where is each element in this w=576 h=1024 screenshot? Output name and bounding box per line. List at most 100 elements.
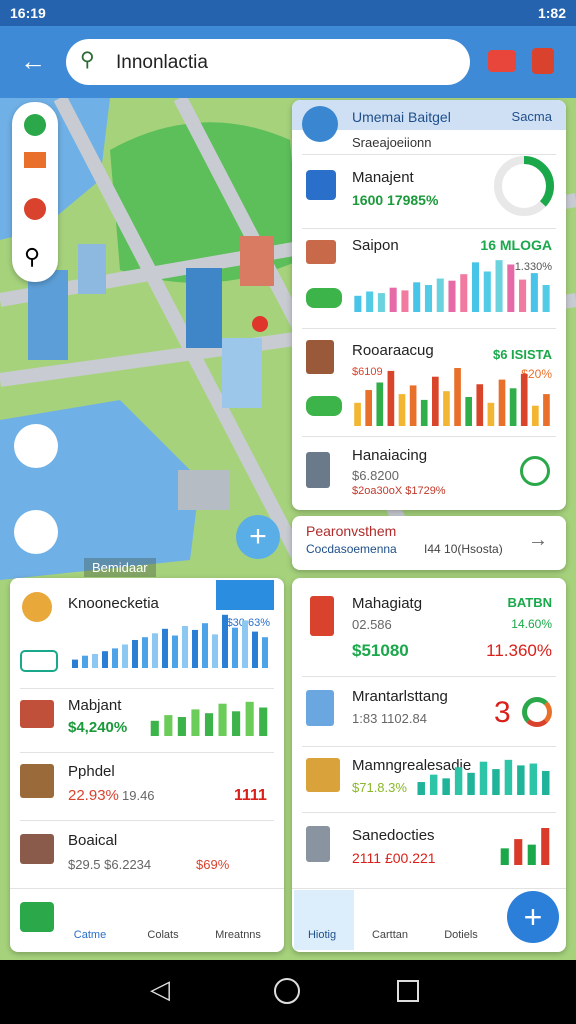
row-icon: [20, 764, 54, 798]
row-icon: [310, 596, 334, 636]
separator: [20, 688, 274, 689]
separator: [302, 746, 556, 747]
map-button[interactable]: [14, 424, 58, 468]
status-clock: 1:82: [537, 5, 566, 21]
panel-tab[interactable]: [216, 580, 274, 610]
panel-title: Umemai Baitgel: [352, 109, 451, 125]
tool-button[interactable]: [24, 198, 46, 220]
tool-button[interactable]: [24, 152, 46, 168]
nav-recents[interactable]: [397, 980, 419, 1002]
row-title: Pphdel: [68, 763, 115, 780]
row-note: 11.360%: [486, 641, 552, 660]
row-value: 1:83 1102.84: [352, 711, 427, 726]
panel-avatar: [302, 106, 338, 142]
building: [28, 270, 68, 360]
search-query[interactable]: Innonlactia: [116, 52, 208, 73]
row-title: Boaical: [68, 832, 118, 849]
row-icon: [306, 170, 336, 200]
add-button[interactable]: +: [236, 515, 280, 559]
row-title: Hanaiacing: [352, 447, 428, 464]
building: [78, 244, 106, 294]
row-extra: $6109: [352, 366, 383, 378]
back-button[interactable]: ←: [20, 46, 46, 76]
nav-back[interactable]: ◁: [150, 974, 170, 1004]
separator: [20, 752, 274, 753]
map-button[interactable]: [14, 510, 58, 554]
separator: [302, 676, 556, 677]
separator: [20, 820, 274, 821]
row-sub: $2oa30oX $1729%: [352, 485, 446, 497]
nav-item[interactable]: Colats: [147, 929, 179, 941]
search-box[interactable]: [66, 39, 470, 85]
ring-icon: [522, 697, 552, 727]
row-title: Mabjant: [68, 697, 122, 714]
status-time: 16:19: [10, 5, 46, 21]
row-icon: [306, 826, 330, 862]
separator: [292, 888, 566, 889]
flag-icon[interactable]: [488, 50, 516, 72]
building: [186, 268, 222, 348]
gauge-label: 37%: [506, 175, 542, 194]
banner[interactable]: [292, 516, 566, 570]
building: [178, 470, 230, 510]
banner-subtitle: Cocdasoemenna: [306, 542, 397, 556]
search-action[interactable]: [520, 456, 550, 486]
row-value: $51080: [352, 641, 409, 660]
tool-button[interactable]: [24, 114, 46, 136]
nav-home[interactable]: [20, 902, 54, 932]
row-icon: [306, 340, 334, 374]
row-badge: 3: [494, 696, 511, 729]
map-label: Bemidaar: [84, 558, 156, 577]
row-title: Knoonecketia: [68, 595, 159, 612]
row-title: Mahagiatg: [352, 595, 423, 612]
row-note: $20%: [521, 367, 552, 381]
shop-icon[interactable]: [532, 48, 554, 74]
row-value: $4,240%: [68, 719, 128, 736]
fab[interactable]: +: [507, 891, 559, 943]
banner-title: Pearonvsthem: [306, 523, 397, 539]
banner-meta: I44 10(Hsosta): [424, 542, 503, 556]
row-icon: [22, 592, 52, 622]
building: [240, 236, 274, 286]
map-pin[interactable]: [252, 316, 268, 332]
nav-item[interactable]: Carttan: [371, 929, 409, 941]
separator: [302, 812, 556, 813]
row-title: Mamngrealesadie: [352, 757, 472, 774]
row-value: 22.93%: [68, 787, 119, 804]
row-detail: $6.8200: [352, 468, 399, 483]
row-icon: [306, 240, 336, 264]
row-icon: [20, 700, 54, 728]
row-note: 1.330%: [514, 261, 552, 273]
row-title: Rooaraacug: [352, 342, 434, 359]
banner-arrow[interactable]: →: [528, 529, 548, 551]
row-title: Saipon: [352, 237, 399, 254]
nav-item[interactable]: Hiotig: [307, 929, 337, 941]
nav-item[interactable]: Dotiels: [444, 929, 478, 941]
separator: [302, 436, 556, 437]
row-detail: $69%: [196, 857, 230, 872]
row-title: Manajent: [352, 169, 414, 186]
row-icon: [306, 396, 342, 416]
row-badge: 16 MLOGA: [480, 237, 552, 253]
row-detail: 1600 17985%: [352, 192, 439, 208]
row-value: 2111 £00.221: [352, 850, 436, 866]
row-title: Sanedocties: [352, 827, 435, 844]
row-icon: [306, 690, 334, 726]
row-badge: BATBN: [507, 595, 552, 610]
row-value: $71.8.3%: [352, 780, 407, 795]
panel-action[interactable]: Sacma: [511, 109, 552, 124]
nav-item[interactable]: Catme: [73, 929, 107, 941]
row-badge: 1111: [234, 787, 267, 804]
separator: [302, 328, 556, 329]
row-badge: $6 ISISTA: [492, 347, 552, 362]
row-value: $29.5 $6.2234: [68, 857, 152, 872]
row-icon: [20, 834, 54, 864]
nav-home-button[interactable]: [274, 978, 300, 1004]
nav-active[interactable]: [294, 890, 354, 950]
nav-item[interactable]: Mreatnns: [215, 929, 261, 941]
row-note: 14.60%: [511, 617, 552, 631]
tool-search[interactable]: ⚲: [24, 244, 41, 269]
status-bar: [0, 0, 576, 26]
separator: [302, 228, 556, 229]
row-icon: [20, 650, 58, 672]
